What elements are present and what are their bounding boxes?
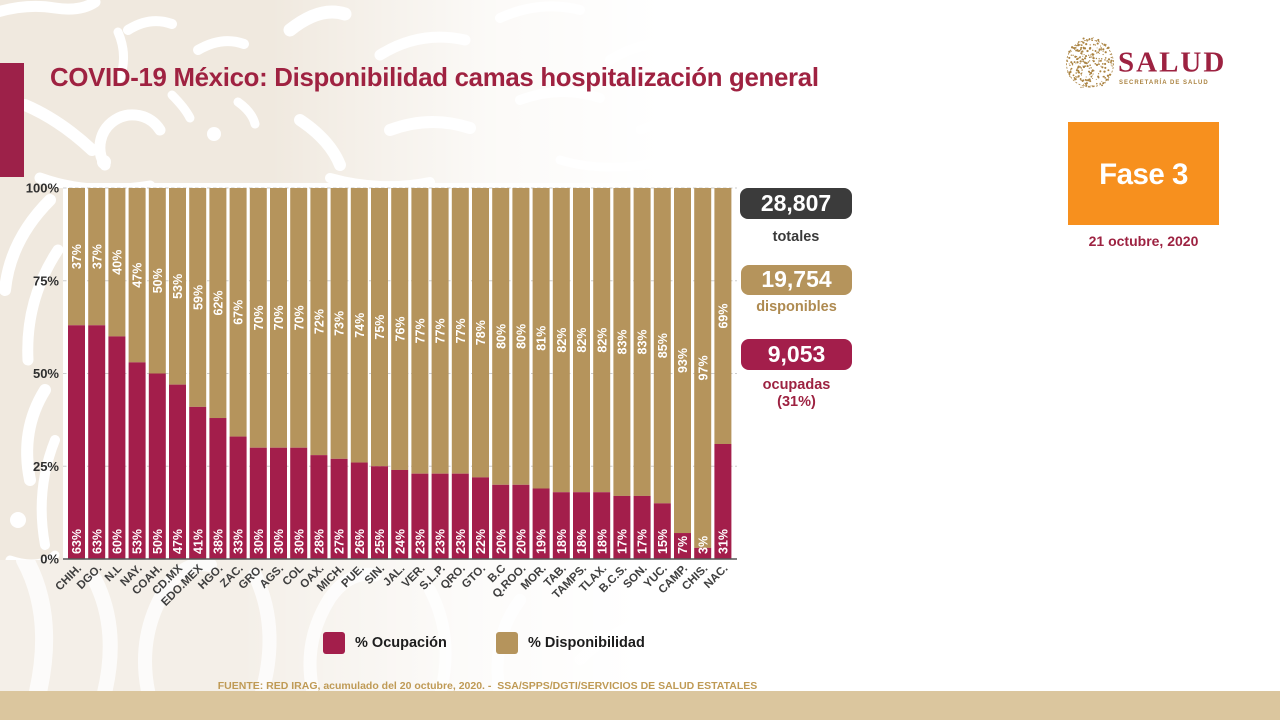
svg-text:62%: 62% xyxy=(212,290,226,315)
svg-text:93%: 93% xyxy=(676,348,690,373)
svg-text:63%: 63% xyxy=(70,529,84,554)
svg-text:80%: 80% xyxy=(494,324,508,349)
svg-text:82%: 82% xyxy=(555,328,569,353)
svg-text:75%: 75% xyxy=(33,273,59,288)
svg-text:47%: 47% xyxy=(131,263,145,288)
svg-text:83%: 83% xyxy=(636,329,650,354)
svg-text:24%: 24% xyxy=(393,529,407,554)
svg-text:97%: 97% xyxy=(696,355,710,380)
svg-text:19%: 19% xyxy=(535,529,549,554)
svg-text:GTO.: GTO. xyxy=(460,563,488,591)
svg-text:25%: 25% xyxy=(373,529,387,554)
svg-text:50%: 50% xyxy=(33,366,59,381)
svg-text:41%: 41% xyxy=(191,529,205,554)
svg-text:28%: 28% xyxy=(313,529,327,554)
svg-text:70%: 70% xyxy=(272,305,286,330)
svg-text:15%: 15% xyxy=(656,529,670,554)
svg-text:74%: 74% xyxy=(353,313,367,338)
svg-text:17%: 17% xyxy=(636,529,650,554)
svg-text:27%: 27% xyxy=(333,529,347,554)
svg-text:23%: 23% xyxy=(454,529,468,554)
svg-text:73%: 73% xyxy=(333,311,347,336)
svg-text:20%: 20% xyxy=(515,529,529,554)
svg-text:50%: 50% xyxy=(151,529,165,554)
svg-text:77%: 77% xyxy=(414,318,428,343)
svg-text:70%: 70% xyxy=(292,305,306,330)
svg-text:30%: 30% xyxy=(272,529,286,554)
svg-text:20%: 20% xyxy=(494,529,508,554)
svg-text:82%: 82% xyxy=(595,328,609,353)
svg-text:77%: 77% xyxy=(454,318,468,343)
svg-text:23%: 23% xyxy=(414,529,428,554)
svg-text:67%: 67% xyxy=(232,300,246,325)
svg-text:81%: 81% xyxy=(535,326,549,351)
svg-text:70%: 70% xyxy=(252,305,266,330)
svg-text:80%: 80% xyxy=(515,324,529,349)
svg-text:23%: 23% xyxy=(434,529,448,554)
svg-text:59%: 59% xyxy=(191,285,205,310)
svg-text:50%: 50% xyxy=(151,268,165,293)
svg-text:3%: 3% xyxy=(696,536,710,554)
svg-text:18%: 18% xyxy=(595,529,609,554)
svg-text:SALUD: SALUD xyxy=(1118,47,1226,79)
svg-text:AGS.: AGS. xyxy=(258,563,286,591)
svg-text:31%: 31% xyxy=(717,529,731,554)
svg-text:0%: 0% xyxy=(40,552,59,567)
svg-text:72%: 72% xyxy=(313,309,327,334)
svg-text:37%: 37% xyxy=(90,244,104,269)
svg-text:40%: 40% xyxy=(111,250,125,275)
svg-text:53%: 53% xyxy=(131,529,145,554)
svg-text:78%: 78% xyxy=(474,320,488,345)
svg-text:SECRETARÍA DE SALUD: SECRETARÍA DE SALUD xyxy=(1119,78,1209,86)
svg-text:17%: 17% xyxy=(616,529,630,554)
svg-text:NAC.: NAC. xyxy=(702,563,730,591)
svg-text:7%: 7% xyxy=(676,536,690,554)
svg-text:75%: 75% xyxy=(373,315,387,340)
svg-text:26%: 26% xyxy=(353,529,367,554)
svg-text:37%: 37% xyxy=(70,244,84,269)
svg-text:100%: 100% xyxy=(26,181,60,196)
svg-text:38%: 38% xyxy=(212,529,226,554)
svg-text:22%: 22% xyxy=(474,529,488,554)
svg-text:30%: 30% xyxy=(292,529,306,554)
svg-text:25%: 25% xyxy=(33,459,59,474)
svg-text:30%: 30% xyxy=(252,529,266,554)
svg-text:18%: 18% xyxy=(575,529,589,554)
svg-text:76%: 76% xyxy=(393,316,407,341)
svg-text:63%: 63% xyxy=(90,529,104,554)
svg-text:82%: 82% xyxy=(575,328,589,353)
svg-text:47%: 47% xyxy=(171,529,185,554)
svg-text:PUE.: PUE. xyxy=(339,563,366,590)
svg-text:60%: 60% xyxy=(111,529,125,554)
svg-text:77%: 77% xyxy=(434,318,448,343)
svg-text:53%: 53% xyxy=(171,274,185,299)
svg-text:85%: 85% xyxy=(656,333,670,358)
svg-text:18%: 18% xyxy=(555,529,569,554)
svg-text:33%: 33% xyxy=(232,529,246,554)
svg-text:83%: 83% xyxy=(616,329,630,354)
svg-text:69%: 69% xyxy=(717,303,731,328)
